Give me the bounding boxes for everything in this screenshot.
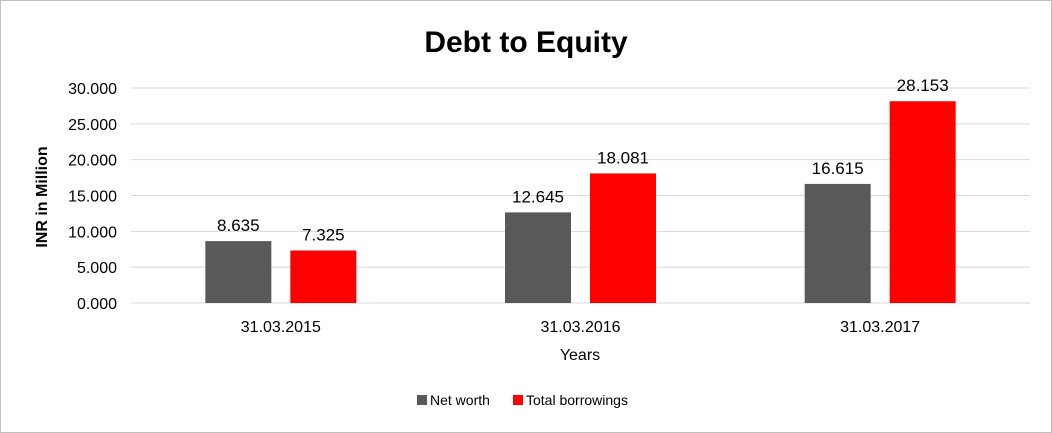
data-label: 12.645 (512, 187, 564, 206)
legend: Net worth Total borrowings (417, 392, 628, 408)
x-axis-ticks: 31.03.2015 31.03.2016 31.03.2017 (241, 319, 921, 336)
y-axis-ticks: 0.000 5.000 10.000 15.000 20.000 25.000 30.000 (68, 81, 117, 313)
y-tick-label: 15.000 (68, 189, 117, 206)
x-tick-label: 31.03.2017 (840, 319, 920, 336)
y-tick-label: 25.000 (68, 117, 117, 134)
y-tick-label: 10.000 (68, 224, 117, 241)
data-label: 28.153 (897, 76, 949, 95)
data-labels: 8.635 7.325 12.645 18.081 16.615 28.153 (217, 76, 949, 244)
y-tick-label: 30.000 (68, 81, 117, 98)
chart-title: Debt to Equity (424, 26, 628, 59)
y-axis-title: INR in Million (34, 146, 51, 247)
data-label: 18.081 (597, 148, 649, 167)
data-label: 8.635 (217, 216, 260, 235)
bars (205, 101, 956, 303)
data-label: 7.325 (302, 226, 345, 245)
x-tick-label: 31.03.2016 (540, 319, 620, 336)
legend-label: Total borrowings (526, 392, 628, 408)
legend-swatch-net-worth (417, 395, 427, 405)
bar-net-worth (804, 183, 871, 303)
bar-net-worth (505, 212, 571, 303)
gridlines (131, 87, 1030, 304)
legend-label: Net worth (430, 392, 490, 408)
x-axis-title: Years (560, 347, 600, 364)
y-tick-label: 20.000 (68, 153, 117, 170)
bar-total-borrowings (590, 173, 656, 303)
legend-swatch-total-borrowings (513, 395, 523, 405)
y-tick-label: 5.000 (77, 260, 117, 277)
bar-total-borrowings (290, 250, 357, 303)
data-label: 16.615 (812, 159, 864, 178)
x-tick-label: 31.03.2015 (241, 319, 321, 336)
bar-net-worth (205, 241, 272, 303)
bar-total-borrowings (889, 101, 956, 303)
y-tick-label: 0.000 (77, 296, 117, 313)
